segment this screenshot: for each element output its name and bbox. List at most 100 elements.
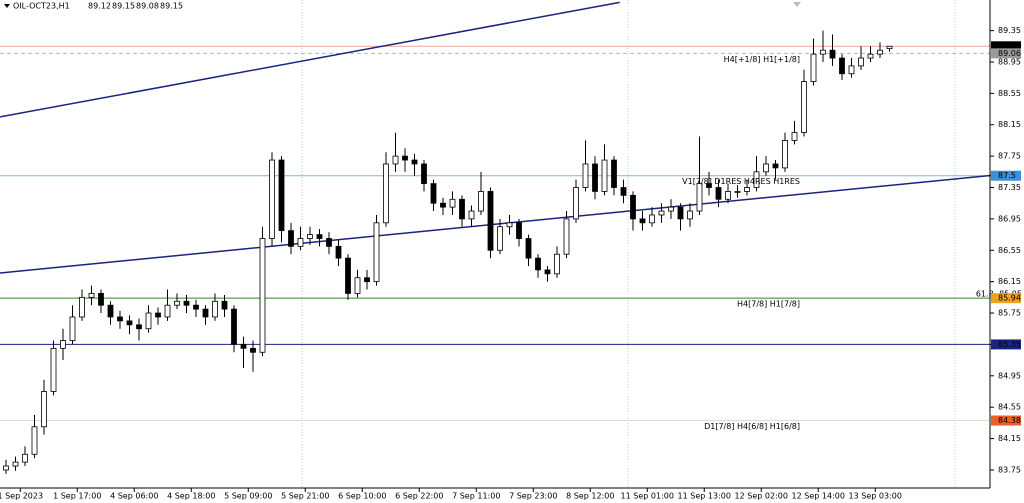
candle-body xyxy=(402,155,408,161)
candle-body xyxy=(69,316,76,341)
x-tick-label: 5 Sep 09:00 xyxy=(224,492,272,501)
candle-body xyxy=(563,218,570,255)
candle-body xyxy=(535,257,541,271)
y-tick-label: 84.55 xyxy=(998,403,1021,412)
candle-body xyxy=(753,171,760,188)
candle-body xyxy=(60,340,66,349)
candle-body xyxy=(801,81,807,133)
candle-body xyxy=(440,202,446,208)
candle-body xyxy=(183,300,190,306)
y-tick-label: 88.15 xyxy=(998,120,1021,129)
candle-body xyxy=(601,159,608,192)
candle-body xyxy=(487,191,494,251)
candle-body xyxy=(687,210,693,220)
price-box xyxy=(991,339,1021,350)
plot-area xyxy=(0,1,1020,474)
price-box-label: 87.5 xyxy=(998,171,1016,180)
price-box xyxy=(991,170,1021,181)
candle-body xyxy=(392,155,399,165)
level-label: D1[7/8] H4[6/8] H1[6/8] xyxy=(704,422,800,431)
y-tick-label: 87.35 xyxy=(998,183,1021,192)
candle-body xyxy=(772,163,779,169)
candle-body xyxy=(240,344,247,349)
price-box xyxy=(991,415,1021,426)
candle-body xyxy=(221,300,228,310)
candle-body xyxy=(430,183,437,204)
candle-body xyxy=(886,45,893,50)
x-tick-label: 6 Sep 22:00 xyxy=(395,492,443,501)
x-tick-label: 11 Sep 01:00 xyxy=(621,492,674,501)
candle-body xyxy=(373,222,380,283)
y-tick-label: 88.95 xyxy=(998,57,1021,66)
symbol-title: OIL-OCT23,H1 xyxy=(13,2,70,11)
candle-body xyxy=(107,304,114,318)
candle-body xyxy=(335,245,342,259)
candle-body xyxy=(544,269,551,275)
candle-body xyxy=(212,300,218,318)
y-tick-label: 86.15 xyxy=(998,277,1021,286)
candle-body xyxy=(658,210,665,216)
y-tick-label: 84.15 xyxy=(998,434,1021,443)
price-box-label: 84.38 xyxy=(998,416,1021,425)
candle-body xyxy=(630,194,636,220)
candle-body xyxy=(117,316,123,322)
x-tick-label: 4 Sep 06:00 xyxy=(110,492,158,501)
candle-body xyxy=(193,304,199,310)
y-tick-label: 87.75 xyxy=(998,152,1021,161)
candle-body xyxy=(79,296,85,318)
x-tick-label: 7 Sep 23:00 xyxy=(509,492,557,501)
candle-body xyxy=(715,187,722,200)
candle-body xyxy=(136,324,142,330)
candle-body xyxy=(164,304,171,318)
candle-body xyxy=(297,238,304,247)
candle-body xyxy=(696,183,703,212)
candle-body xyxy=(506,222,513,228)
candle-body xyxy=(791,132,798,141)
x-tick-label: 12 Sep 14:00 xyxy=(792,492,845,501)
candle-body xyxy=(449,198,456,208)
candle-body xyxy=(12,461,19,467)
x-tick-label: 6 Sep 10:00 xyxy=(338,492,386,501)
y-tick-label: 86.55 xyxy=(998,246,1021,255)
candle-body xyxy=(145,312,152,330)
quote-value: 89.08 xyxy=(136,2,159,11)
candle-body xyxy=(620,187,627,196)
y-tick-label: 89.35 xyxy=(998,26,1021,35)
candle-body xyxy=(639,218,646,224)
candle-body xyxy=(126,320,133,326)
y-tick-label: 88.55 xyxy=(998,89,1021,98)
candle-body xyxy=(50,347,57,392)
x-tick-label: 1 Sep 17:00 xyxy=(53,492,101,501)
candle-body xyxy=(525,238,532,259)
x-tick-label: 5 Sep 21:00 xyxy=(281,492,329,501)
candle-body xyxy=(98,293,104,306)
candle-body xyxy=(22,453,28,463)
candle-body xyxy=(364,277,370,283)
candle-body xyxy=(259,238,266,353)
candle-body xyxy=(829,49,836,59)
price-box xyxy=(991,48,1021,59)
candle-body xyxy=(820,49,826,55)
price-box xyxy=(991,293,1021,304)
level-label: H4[7/8] H1[7/8] xyxy=(737,300,800,309)
level-label: H4[+1/8] H1[+1/8] xyxy=(724,55,800,64)
price-box-label: 85.94 xyxy=(998,294,1021,303)
candle-body xyxy=(411,159,418,165)
candle-body xyxy=(354,277,361,294)
candle-body xyxy=(88,293,95,298)
candle-body xyxy=(810,53,817,82)
menu-arrow[interactable] xyxy=(4,4,10,8)
candle-body xyxy=(3,465,9,471)
candle-body xyxy=(734,191,741,193)
candle-body xyxy=(554,253,560,275)
candle-body xyxy=(326,238,332,247)
candle-body xyxy=(516,222,522,239)
candle-body xyxy=(345,257,351,294)
y-tick-label: 86.95 xyxy=(998,214,1021,223)
candle-body xyxy=(383,163,389,224)
x-tick-label: 8 Sep 12:00 xyxy=(566,492,614,501)
candle-body xyxy=(421,163,427,184)
candle-body xyxy=(478,191,484,212)
x-tick-label: 13 Sep 03:00 xyxy=(849,492,902,501)
